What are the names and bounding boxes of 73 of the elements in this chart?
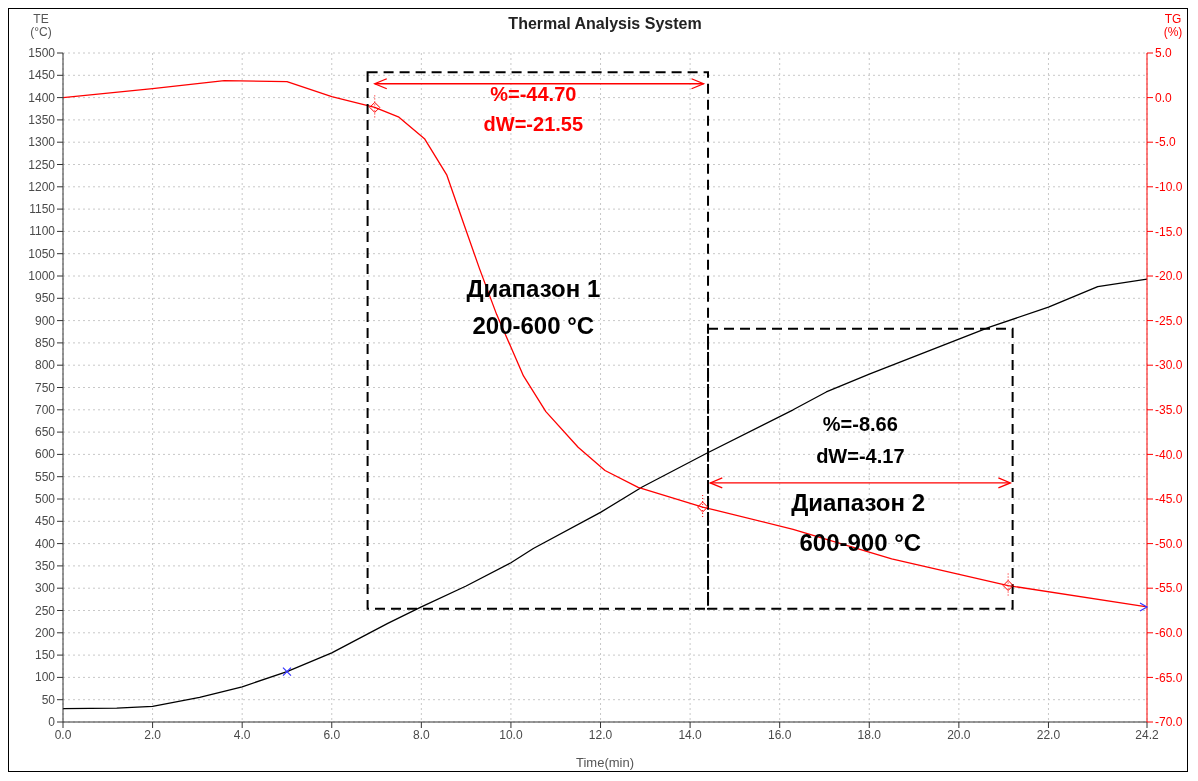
y-tick-label: 450 [34, 514, 56, 529]
y-tick-label: 950 [34, 291, 56, 306]
x-tick-label: 14.0 [678, 727, 703, 742]
y2-tick-label: -45.0 [1155, 492, 1183, 507]
y-tick-label: 250 [34, 603, 56, 618]
annotation: %=-44.70 [490, 83, 577, 106]
annotation: Диапазон 2 [791, 489, 925, 517]
y-tick-label: 1450 [28, 68, 56, 83]
chart-title: Thermal Analysis System [508, 15, 702, 32]
x-tick-label: 0.0 [54, 727, 72, 742]
y2-tick-label: -55.0 [1155, 581, 1183, 596]
y-tick-label: 1500 [28, 46, 56, 60]
y-tick-label: 200 [34, 625, 56, 640]
y-tick-label: 400 [34, 536, 56, 551]
x-tick-label: 18.0 [857, 727, 882, 742]
y2-tick-label: -10.0 [1155, 180, 1183, 195]
y-tick-label: 1050 [28, 246, 56, 261]
y2-tick-label: -35.0 [1155, 403, 1183, 418]
point [1002, 580, 1014, 592]
y2-tick-label: 5.0 [1155, 46, 1173, 61]
x-tick-label: 4.0 [233, 727, 251, 742]
x-tick-label: 16.0 [768, 727, 792, 742]
y-tick-label: 1350 [28, 112, 56, 127]
annotation: dW=-4.17 [816, 445, 905, 468]
point [369, 101, 381, 113]
y-tick-label: 550 [34, 469, 56, 484]
x-tick-label: 20.0 [947, 727, 971, 742]
y2-tick-label: -30.0 [1155, 358, 1183, 373]
y-tick-label: 150 [34, 648, 56, 663]
y-tick-label: 1300 [28, 135, 56, 150]
y-tick-label: 1400 [28, 90, 56, 105]
y2-tick-label: -20.0 [1155, 269, 1183, 284]
y2-tick-label: -15.0 [1155, 224, 1183, 239]
y-tick-label: 1100 [29, 224, 56, 239]
line-series [63, 278, 1147, 710]
x-tick-label: 12.0 [588, 727, 613, 742]
y-tick-label: 50 [41, 692, 56, 707]
y-tick-label: 850 [34, 335, 56, 350]
x-tick-label: 24.2 [1135, 727, 1159, 742]
y-tick-label: 500 [34, 492, 56, 506]
y2-tick-label: -70.0 [1155, 715, 1183, 730]
y-tick-label: 100 [34, 670, 56, 685]
y2-tick-label: -5.0 [1155, 135, 1176, 150]
y-tick-label: 1150 [29, 202, 56, 217]
y2-tick-label: -65.0 [1155, 670, 1183, 685]
y-tick-label: 800 [34, 358, 56, 373]
y-tick-label: 600 [34, 447, 56, 462]
y-tick-label: 750 [34, 380, 56, 395]
x-tick-label: 6.0 [323, 727, 341, 742]
y-tick-label: 650 [34, 425, 56, 440]
y-tick-label: 700 [34, 402, 56, 417]
annotation: %=-8.66 [822, 413, 898, 436]
y-tick-label: 1250 [28, 157, 56, 172]
x-tick-label: 8.0 [413, 727, 431, 742]
point [697, 501, 709, 513]
x-tick-label: 10.0 [499, 727, 523, 742]
x-tick-label: 2.0 [144, 727, 162, 742]
y-tick-label: 300 [34, 581, 56, 596]
annotation: dW=-21.55 [483, 112, 584, 135]
y2-tick-label: -25.0 [1155, 313, 1183, 328]
y2-tick-label: -50.0 [1155, 536, 1183, 551]
y-tick-label: 1000 [28, 269, 56, 283]
y-tick-label: 1200 [28, 179, 56, 194]
y-tick-label: 350 [34, 558, 56, 573]
y2-axis-title: TG (%) [1163, 12, 1183, 39]
y2-tick-label: -40.0 [1155, 447, 1183, 462]
y2-tick-label: 0.0 [1155, 90, 1173, 105]
x-tick-label: 22.0 [1036, 727, 1061, 742]
y-axis-title: TE (°C) [30, 12, 52, 39]
y2-tick-label: -60.0 [1155, 626, 1183, 641]
y-tick-label: 900 [34, 313, 56, 328]
x-axis-title: Time(min) [575, 755, 635, 770]
y-tick-label: 0 [48, 715, 56, 729]
